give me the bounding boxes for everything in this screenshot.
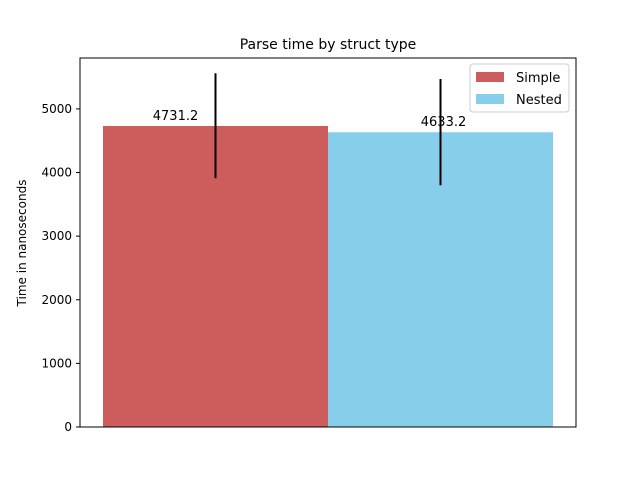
error-bars-group (214, 73, 442, 186)
y-axis-ticks: 0 1000 2000 3000 4000 5000 (41, 102, 80, 434)
plot-frame (79, 57, 577, 428)
y-tick-label: 1000 (41, 356, 72, 370)
bars-group (103, 125, 553, 428)
legend-swatch-simple (476, 72, 504, 82)
y-tick-label: 5000 (41, 102, 72, 116)
y-tick-label: 0 (64, 420, 72, 434)
y-tick-label: 2000 (41, 293, 72, 307)
legend: Simple Nested (469, 63, 570, 113)
y-axis-label: Time in nanoseconds (15, 180, 29, 308)
legend-label-simple: Simple (516, 71, 560, 86)
legend-swatch-nested (476, 94, 504, 104)
y-tick-label: 3000 (41, 229, 72, 243)
legend-label-nested: Nested (516, 93, 562, 108)
data-labels-group: 4731.2 4633.2 (153, 109, 467, 130)
chart-title: Parse time by struct type (240, 37, 417, 53)
data-label-nested: 4633.2 (421, 115, 467, 130)
data-label-simple: 4731.2 (153, 109, 199, 124)
y-tick-label: 4000 (41, 166, 72, 180)
